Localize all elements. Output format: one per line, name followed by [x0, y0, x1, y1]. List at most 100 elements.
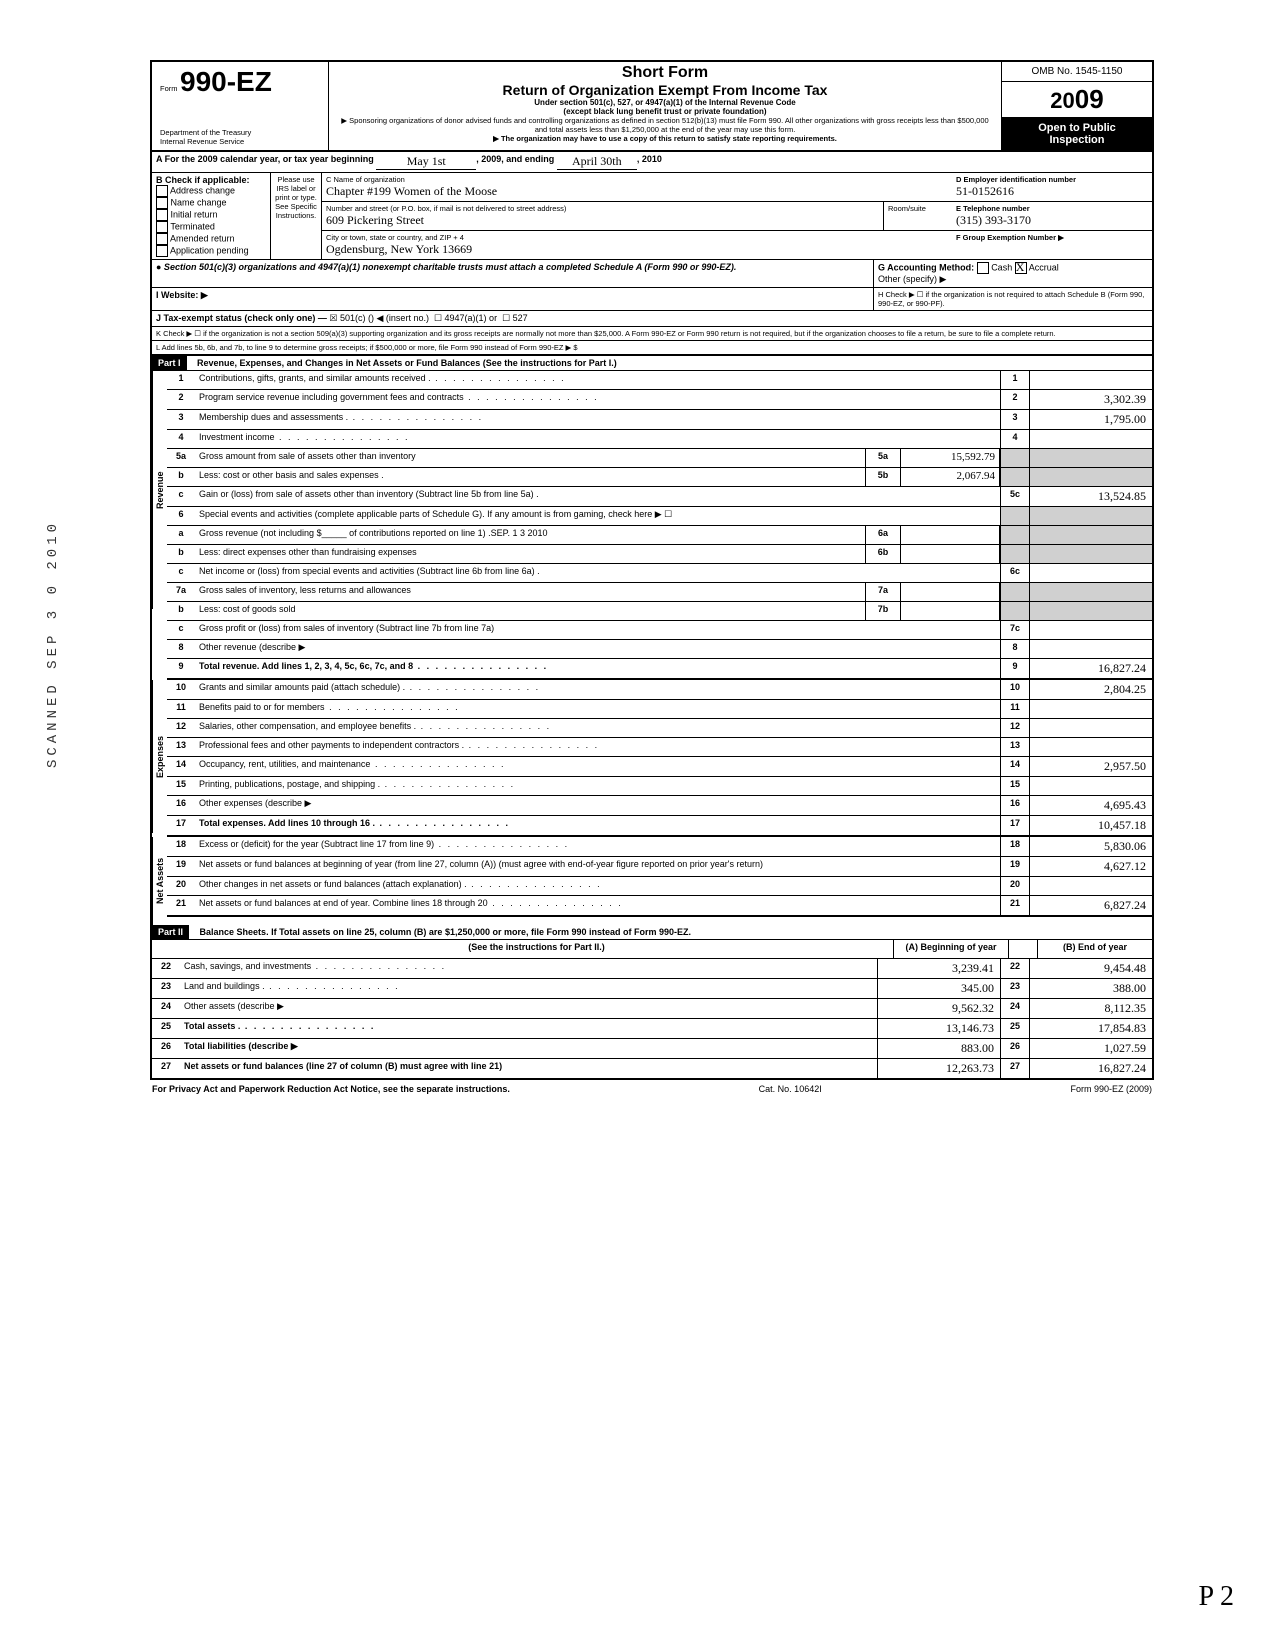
l13-amt[interactable]: [1029, 738, 1152, 756]
b-title: B Check if applicable:: [156, 175, 266, 185]
part2-header: Part II Balance Sheets. If Total assets …: [152, 925, 1152, 940]
cat-no: Cat. No. 10642I: [759, 1084, 822, 1094]
j-4947[interactable]: ☐ 4947(a)(1) or: [434, 313, 497, 324]
please-cell: Please use IRS label or print or type. S…: [271, 173, 322, 259]
cash-checkbox[interactable]: [977, 262, 989, 274]
b-label-5: Application pending: [170, 245, 249, 255]
form-prefix: Form: [160, 84, 178, 93]
open-text: Open to Public: [1038, 122, 1116, 134]
l22-b[interactable]: 9,454.48: [1029, 959, 1152, 978]
l3-amt[interactable]: 1,795.00: [1029, 410, 1152, 429]
l24-a[interactable]: 9,562.32: [877, 999, 1000, 1018]
l5c-amt[interactable]: 13,524.85: [1029, 487, 1152, 506]
l8-amt[interactable]: [1029, 640, 1152, 658]
l8-desc: Other revenue (describe ▶: [195, 640, 1000, 658]
l10-amt[interactable]: 2,804.25: [1029, 680, 1152, 699]
l21-amt[interactable]: 6,827.24: [1029, 896, 1152, 915]
b-item-1[interactable]: Name change: [156, 197, 266, 209]
block-c: C Name of organizationChapter #199 Women…: [322, 173, 952, 259]
j-row: J Tax-exempt status (check only one) — ☒…: [152, 311, 1152, 327]
l27-a[interactable]: 12,263.73: [877, 1059, 1000, 1078]
period-begin[interactable]: May 1st: [376, 154, 476, 170]
j-x[interactable]: ☒: [329, 313, 337, 324]
l5b-sub[interactable]: 2,067.94: [900, 468, 1000, 486]
revenue-label: Revenue: [152, 371, 167, 609]
part2-label: Part II: [152, 925, 189, 939]
l10-desc: Grants and similar amounts paid (attach …: [195, 680, 1000, 699]
l7b-desc: Less: cost of goods sold: [195, 602, 865, 620]
ein[interactable]: 51-0152616: [956, 184, 1148, 199]
title-cell: Short Form Return of Organization Exempt…: [329, 62, 1002, 150]
phone[interactable]: (315) 393-3170: [956, 213, 1148, 228]
b-label-1: Name change: [171, 197, 227, 207]
l22-a[interactable]: 3,239.41: [877, 959, 1000, 978]
form-number: 990-EZ: [180, 66, 272, 97]
l9-amt[interactable]: 16,827.24: [1029, 659, 1152, 678]
l27-b[interactable]: 16,827.24: [1029, 1059, 1152, 1078]
l18-amt[interactable]: 5,830.06: [1029, 837, 1152, 856]
b-item-4[interactable]: Amended return: [156, 233, 266, 245]
j-527[interactable]: ☐ 527: [502, 313, 528, 324]
expenses-label: Expenses: [152, 680, 167, 833]
l5a-desc: Gross amount from sale of assets other t…: [195, 449, 865, 467]
b-item-5[interactable]: Application pending: [156, 245, 266, 257]
l23-a[interactable]: 345.00: [877, 979, 1000, 998]
k-row: K Check ▶ ☐ if the organization is not a…: [152, 327, 1152, 341]
l6c-desc: Net income or (loss) from special events…: [195, 564, 1000, 582]
header-row: Form 990-EZ Department of the Treasury I…: [152, 62, 1152, 152]
accrual-label: Accrual: [1029, 262, 1059, 272]
l23-b[interactable]: 388.00: [1029, 979, 1152, 998]
page-marks: P 2: [1198, 1581, 1234, 1613]
l14-amt[interactable]: 2,957.50: [1029, 757, 1152, 776]
l20-amt[interactable]: [1029, 877, 1152, 895]
l5b-desc: Less: cost or other basis and sales expe…: [195, 468, 865, 486]
l27-desc: Net assets or fund balances (line 27 of …: [180, 1059, 877, 1078]
l26-b[interactable]: 1,027.59: [1029, 1039, 1152, 1058]
accrual-checkbox[interactable]: X: [1015, 262, 1027, 274]
l7c-amt[interactable]: [1029, 621, 1152, 639]
l12-amt[interactable]: [1029, 719, 1152, 737]
cash-label: Cash: [991, 262, 1012, 272]
l25-a[interactable]: 13,146.73: [877, 1019, 1000, 1038]
col-b: (B) End of year: [1037, 940, 1152, 958]
l26-a[interactable]: 883.00: [877, 1039, 1000, 1058]
l6c-amt[interactable]: [1029, 564, 1152, 582]
l1-amt[interactable]: [1029, 371, 1152, 389]
open-public: Open to PublicInspection: [1002, 118, 1152, 150]
l4-amt[interactable]: [1029, 430, 1152, 448]
c-label: C Name of organization: [326, 175, 948, 184]
l17-amt[interactable]: 10,457.18: [1029, 816, 1152, 835]
b-item-2[interactable]: Initial return: [156, 209, 266, 221]
l9-desc: Total revenue. Add lines 1, 2, 3, 4, 5c,…: [195, 659, 1000, 678]
l6a-sub[interactable]: [900, 526, 1000, 544]
l15-amt[interactable]: [1029, 777, 1152, 795]
l16-amt[interactable]: 4,695.43: [1029, 796, 1152, 815]
period-end2: , 2010: [637, 154, 662, 170]
website[interactable]: I Website: ▶: [152, 288, 874, 310]
b-item-3[interactable]: Terminated: [156, 221, 266, 233]
l24-b[interactable]: 8,112.35: [1029, 999, 1152, 1018]
privacy: For Privacy Act and Paperwork Reduction …: [152, 1084, 510, 1094]
l5a-sub[interactable]: 15,592.79: [900, 449, 1000, 467]
b-item-0[interactable]: Address change: [156, 185, 266, 197]
l19-amt[interactable]: 4,627.12: [1029, 857, 1152, 876]
block-g: G Accounting Method: Cash X Accrual Othe…: [874, 260, 1152, 287]
l7a-desc: Gross sales of inventory, less returns a…: [195, 583, 865, 601]
addr[interactable]: 609 Pickering Street: [326, 213, 879, 228]
other-specify: Other (specify) ▶: [878, 274, 1148, 285]
org-name[interactable]: Chapter #199 Women of the Moose: [326, 184, 948, 199]
l7b-sub[interactable]: [900, 602, 1000, 620]
l7a-sub[interactable]: [900, 583, 1000, 601]
expenses-body: 10Grants and similar amounts paid (attac…: [167, 680, 1152, 837]
l21-desc: Net assets or fund balances at end of ye…: [195, 896, 1000, 915]
period-end[interactable]: April 30th: [557, 154, 637, 170]
l11-amt[interactable]: [1029, 700, 1152, 718]
l2-amt[interactable]: 3,302.39: [1029, 390, 1152, 409]
city[interactable]: Ogdensburg, New York 13669: [326, 242, 948, 257]
l22-desc: Cash, savings, and investments: [180, 959, 877, 978]
period-mid: , 2009, and ending: [476, 154, 554, 170]
expenses-section: Expenses 10Grants and similar amounts pa…: [152, 680, 1152, 837]
l24-desc: Other assets (describe ▶: [180, 999, 877, 1018]
l25-b[interactable]: 17,854.83: [1029, 1019, 1152, 1038]
l6b-sub[interactable]: [900, 545, 1000, 563]
